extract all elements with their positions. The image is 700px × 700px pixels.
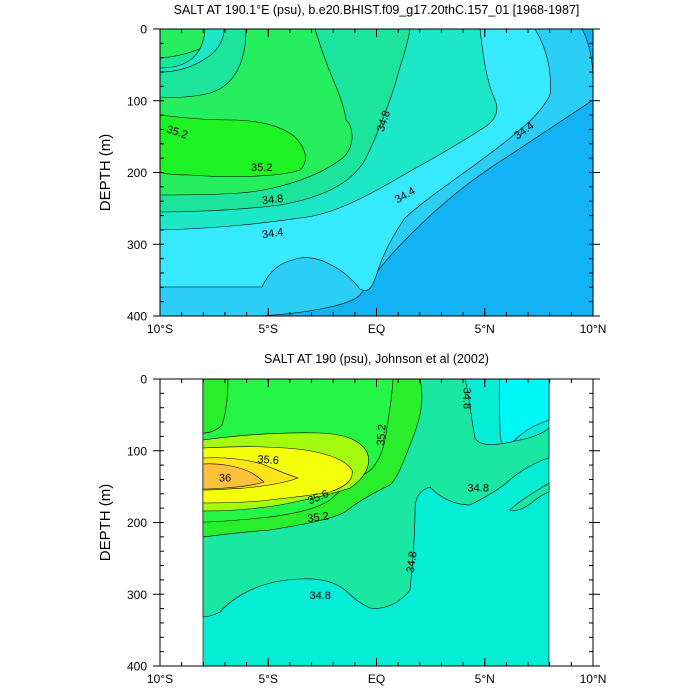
- contour-label: 36: [219, 472, 231, 484]
- contour-label-text: 34.8: [309, 590, 330, 602]
- x-tick-label: EQ: [368, 672, 385, 686]
- y-tick-label: 400: [127, 660, 147, 674]
- contour-label: 34.4: [261, 226, 284, 241]
- bottom-chart-title: SALT AT 190 (psu), Johnson et al (2002): [264, 352, 489, 366]
- x-tick-label: 10°N: [580, 672, 607, 686]
- top-contour-labels: 35.2 34.8 34.435.234.8 34.434.4: [165, 109, 537, 241]
- top-chart-title: SALT AT 190.1°E (psu), b.e20.BHIST.f09_g…: [174, 3, 580, 17]
- contour-label: 34.8: [309, 590, 330, 602]
- bottom-contour-fill: [202, 379, 550, 666]
- contour-label-text: 34.8: [405, 551, 420, 574]
- y-tick-label: 0: [140, 23, 147, 37]
- top-contour-fill: [160, 29, 593, 316]
- y-tick-label: 200: [127, 166, 147, 180]
- x-tick-label: 5°S: [259, 672, 278, 686]
- y-tick-label: 300: [127, 238, 147, 252]
- bot-fill-36.0: [202, 463, 265, 490]
- x-tick-label: EQ: [368, 322, 385, 336]
- top-fill-35.2: [160, 114, 306, 177]
- contour-label-text: 35.6: [257, 454, 279, 467]
- contour-label-text: 35.2: [251, 162, 272, 174]
- x-tick-label: 10°S: [147, 322, 173, 336]
- contour-label-text: 35.2: [375, 424, 388, 446]
- contour-label: 35.6: [257, 454, 279, 467]
- y-tick-label: 200: [127, 516, 147, 530]
- y-tick-label: 100: [127, 444, 147, 458]
- y-tick-label: 400: [127, 310, 147, 324]
- y-tick-label: 100: [127, 94, 147, 108]
- y-tick-label: 300: [127, 588, 147, 602]
- contour-label-text: 35.2: [307, 510, 330, 525]
- contour-label: 34.8: [261, 193, 284, 207]
- top-axes: 10°S 5°S EQ 5°N 10°N 0 100 200 300 400: [127, 23, 606, 337]
- contour-label-text: 34.8: [468, 482, 489, 494]
- bottom-y-axis-label: DEPTH (m): [97, 484, 114, 562]
- bot-fill-tongue: [509, 482, 550, 511]
- contour-label: 35.2: [375, 424, 388, 446]
- y-tick-label: 0: [140, 373, 147, 387]
- top-panel: 10°S 5°S EQ 5°N 10°N 0 100 200 300 400 35.2 34.8 34…: [97, 3, 606, 336]
- x-tick-label: 10°N: [580, 322, 607, 336]
- contour-label: 35.2: [307, 510, 330, 525]
- top-y-axis-label: DEPTH (m): [97, 134, 114, 212]
- x-tick-label: 5°S: [259, 322, 278, 336]
- contour-label-text: 36: [219, 472, 231, 484]
- contour-label: 34.8: [460, 388, 472, 409]
- x-tick-label: 5°N: [475, 322, 495, 336]
- x-tick-label: 10°S: [147, 672, 173, 686]
- contour-label-text: 34.8: [460, 388, 472, 409]
- bottom-axes: 10°S 5°S EQ 5°N 10°N 0 100 200 300 400: [127, 373, 606, 687]
- contour-label-text: 34.4: [261, 226, 284, 241]
- top-fill-lobe-inner: [160, 29, 225, 73]
- contour-label-text: 34.8: [261, 193, 284, 207]
- contour-label: 35.2: [251, 162, 272, 174]
- contour-label: 34.8: [468, 482, 489, 494]
- bottom-panel: 10°S 5°S EQ 5°N 10°N 0 100 200 300 400 34.8 35.2 35…: [97, 352, 606, 686]
- x-tick-label: 5°N: [475, 672, 495, 686]
- contour-label: 34.8: [405, 551, 420, 574]
- bot-fill-green-lobe: [202, 379, 229, 434]
